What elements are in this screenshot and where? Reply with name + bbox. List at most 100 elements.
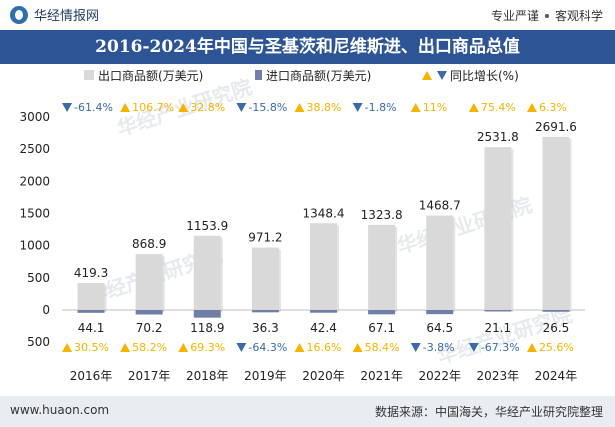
export-growth-value: 38.8%: [307, 101, 342, 114]
import-growth-value: 58.4%: [365, 341, 400, 354]
import-bar: [135, 310, 163, 315]
x-tick-label: 2024年: [535, 369, 578, 383]
footer: www.huaon.com 数据来源：中国海关，华经产业研究院整理: [0, 396, 615, 427]
legend-import-label: 进口商品额(万美元): [266, 68, 371, 83]
brand-name: 华经情报网: [34, 9, 100, 24]
down-triangle-icon: [468, 343, 479, 352]
x-tick-label: 2019年: [244, 369, 287, 383]
export-growth-value: 32.8%: [190, 101, 225, 114]
import-value-label: 44.1: [78, 321, 105, 335]
export-bar: [426, 215, 454, 310]
up-triangle-icon: [120, 343, 131, 352]
export-value-label: 2691.6: [535, 120, 577, 134]
import-value-label: 26.5: [543, 321, 570, 335]
import-bar: [310, 310, 337, 313]
export-growth-label: 11%: [410, 101, 447, 114]
import-growth-value: -3.8%: [423, 341, 455, 354]
export-growth-value: -61.4%: [74, 101, 113, 114]
export-growth-value: 11%: [423, 101, 447, 114]
up-triangle-icon: [178, 103, 189, 112]
brand: 华经情报网: [10, 5, 99, 24]
y-tick-label: 1000: [19, 239, 50, 253]
up-triangle-icon: [468, 103, 479, 112]
export-growth-value: -1.8%: [365, 101, 397, 114]
y-tick-label: 1500: [19, 207, 50, 221]
watermark-2: 华经产业研究院: [394, 193, 535, 259]
watermark-3: 华经产业研究院: [434, 303, 575, 369]
export-growth-value: 75.4%: [481, 101, 516, 114]
slogan: 专业严谨 客观科学: [491, 7, 603, 24]
export-growth-label: -15.8%: [236, 101, 287, 114]
export-growth-value: 6.3%: [539, 101, 567, 114]
up-triangle-icon: [352, 343, 363, 352]
y-tick-label: 500: [27, 271, 50, 285]
import-growth-label: 16.6%: [294, 341, 342, 354]
import-bar: [368, 310, 396, 315]
x-tick-label: 2018年: [186, 369, 229, 383]
chart-title: 2016-2024年中国与圣基茨和尼维斯进、出口商品总值: [0, 30, 615, 64]
y-tick-label: 2500: [19, 142, 50, 156]
import-growth-label: 69.3%: [178, 341, 225, 354]
import-bar: [542, 310, 570, 312]
export-growth-label: -61.4%: [62, 101, 113, 114]
down-triangle-icon: [236, 103, 247, 112]
import-bar: [77, 310, 105, 313]
bar-chart: 出口商品额(万美元) 进口商品额(万美元) 同比增长(%)华经产业研究院华经产业研究…: [19, 68, 585, 383]
export-value-label: 2531.8: [477, 130, 519, 144]
brand-logo-icon: [10, 5, 28, 24]
import-value-label: 36.3: [252, 321, 279, 335]
import-growth-label: 58.4%: [352, 341, 400, 354]
export-growth-label: 6.3%: [526, 101, 567, 114]
import-bar: [251, 310, 279, 313]
website-link[interactable]: www.huaon.com: [10, 403, 110, 417]
import-bar: [426, 310, 454, 315]
import-growth-label: -3.8%: [410, 341, 455, 354]
y-tick-label: 2000: [19, 174, 50, 188]
export-growth-label: 75.4%: [468, 101, 516, 114]
export-growth-label: 32.8%: [178, 101, 225, 114]
x-tick-label: 2023年: [477, 369, 520, 383]
up-triangle-icon: [526, 103, 537, 112]
up-triangle-icon: [526, 343, 537, 352]
x-tick-label: 2022年: [418, 369, 461, 383]
import-growth-label: 25.6%: [526, 341, 574, 354]
down-triangle-icon: [236, 343, 247, 352]
up-triangle-icon: [294, 103, 305, 112]
export-value-label: 868.9: [132, 237, 166, 251]
legend-up-triangle-icon: [422, 71, 432, 80]
import-growth-value: 16.6%: [307, 341, 342, 354]
y-tick-label: 3000: [19, 110, 50, 124]
x-tick-label: 2021年: [360, 369, 403, 383]
export-bar: [77, 283, 105, 310]
legend-down-triangle-icon: [437, 71, 447, 80]
import-growth-value: -67.3%: [481, 341, 520, 354]
export-bar: [542, 136, 570, 310]
up-triangle-icon: [62, 343, 73, 352]
export-value-label: 1348.4: [303, 206, 345, 220]
export-growth-value: -15.8%: [248, 101, 287, 114]
down-triangle-icon: [62, 103, 73, 112]
slogan-2: 客观科学: [554, 9, 603, 23]
legend-import-swatch: [255, 70, 262, 80]
import-growth-value: 30.5%: [74, 341, 109, 354]
export-value-label: 419.3: [74, 266, 108, 280]
y-tick-label: 500: [27, 335, 50, 349]
import-growth-label: 30.5%: [62, 341, 109, 354]
x-tick-label: 2017年: [128, 369, 171, 383]
y-tick-label: 0: [42, 303, 50, 317]
export-growth-label: 106.7%: [120, 101, 174, 114]
import-value-label: 42.4: [310, 321, 337, 335]
import-bar: [484, 310, 512, 312]
export-bar: [310, 223, 337, 310]
import-growth-label: -64.3%: [236, 341, 287, 354]
legend-growth-label: 同比增长(%): [450, 69, 519, 83]
data-source: 数据来源：中国海关，华经产业研究院整理: [374, 405, 603, 419]
export-bar: [193, 235, 221, 310]
top-bar: 华经情报网 专业严谨 客观科学: [0, 0, 615, 28]
import-growth-value: -64.3%: [248, 341, 287, 354]
import-value-label: 21.1: [484, 321, 511, 335]
import-growth-value: 25.6%: [539, 341, 574, 354]
import-growth-label: -67.3%: [468, 341, 520, 354]
export-bar: [135, 254, 163, 310]
slogan-1: 专业严谨: [490, 9, 539, 23]
